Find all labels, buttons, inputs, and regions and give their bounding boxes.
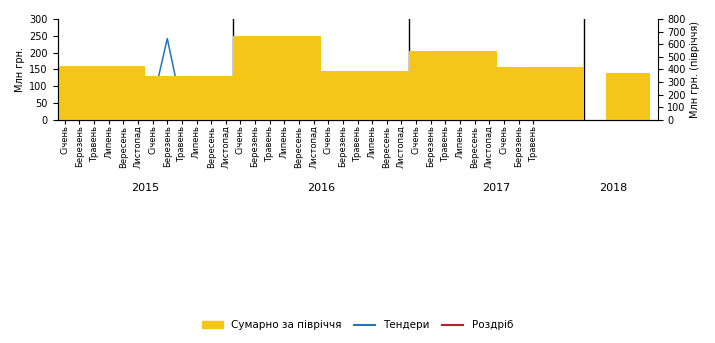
Bar: [321, 71, 409, 120]
Bar: [497, 67, 584, 120]
Bar: [233, 36, 321, 120]
Text: 2016: 2016: [307, 182, 335, 192]
Y-axis label: Млн грн.: Млн грн.: [15, 47, 25, 92]
Text: 2018: 2018: [600, 182, 628, 192]
Bar: [57, 66, 145, 120]
Bar: [606, 73, 651, 120]
Text: 2015: 2015: [132, 182, 159, 192]
Y-axis label: Млн грн. (півріччя): Млн грн. (півріччя): [690, 21, 700, 118]
Text: 2017: 2017: [483, 182, 511, 192]
Bar: [145, 76, 233, 120]
Bar: [409, 51, 497, 120]
Legend: Сумарно за півріччя, Тендери, Роздріб: Сумарно за півріччя, Тендери, Роздріб: [198, 316, 517, 334]
